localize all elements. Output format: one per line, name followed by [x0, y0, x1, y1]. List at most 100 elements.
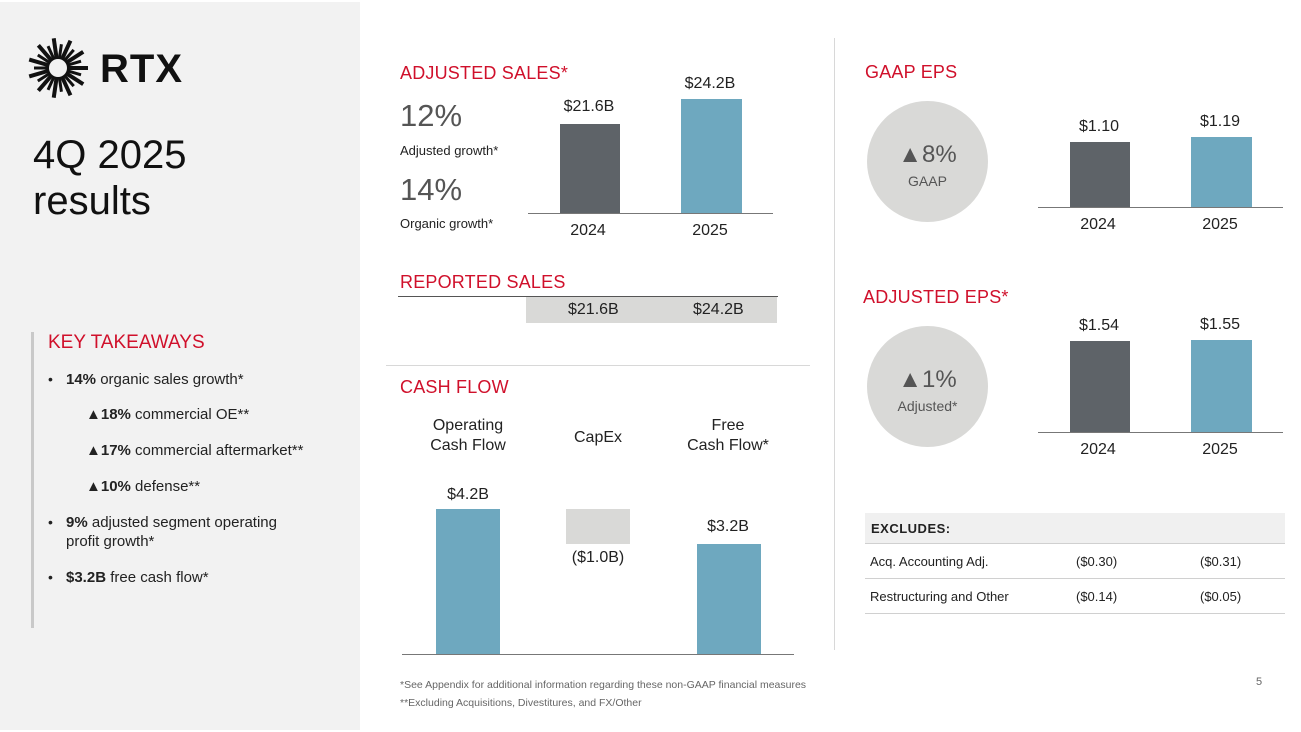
takeaway-text: adjusted segment operating: [87, 514, 277, 531]
sunburst-ray: [46, 74, 57, 91]
sunburst-ray: [51, 75, 59, 98]
gaap-eps-heading: GAAP EPS: [865, 62, 958, 82]
sunburst-ray: [36, 71, 53, 83]
section-divider: [386, 365, 810, 366]
takeaway-text: commercial aftermarket**: [130, 442, 304, 459]
chart-baseline: [402, 654, 794, 655]
adjusted-eps-growth-value: ▲1%: [898, 366, 957, 393]
takeaway-value: ▲10%: [86, 478, 131, 495]
capex-label: CapEx: [573, 429, 623, 446]
takeaway-value: ▲17%: [86, 442, 131, 459]
row-value-2024: ($0.14): [1076, 589, 1118, 604]
excludes-header: EXCLUDES:: [865, 513, 1285, 544]
row-label: Acq. Accounting Adj.: [870, 554, 989, 569]
bullet: •: [48, 514, 53, 530]
row-value-2024: ($0.30): [1076, 554, 1118, 569]
free-cash-flow-label: Free Cash Flow*: [687, 417, 769, 454]
rtx-sunburst-logo-icon: [28, 38, 88, 98]
bar-2024: [1070, 142, 1130, 207]
chart-baseline: [528, 213, 773, 214]
reported-sales-row: $21.6B $24.2B: [526, 297, 777, 323]
sunburst-ray: [62, 73, 75, 88]
adjusted-eps-growth-circle: ▲1% Adjusted*: [867, 326, 988, 447]
sunburst-ray: [63, 70, 85, 86]
table-row: Acq. Accounting Adj. ($0.30) ($0.31): [865, 544, 1285, 579]
page-number: 5: [1256, 676, 1263, 688]
bar-value-label: $4.2B: [447, 486, 489, 503]
sunburst-ray: [57, 75, 63, 92]
takeaway-value: ▲18%: [86, 406, 131, 423]
x-tick-label: 2025: [1202, 441, 1238, 458]
x-tick-label: 2024: [1080, 441, 1116, 458]
reported-sales-heading: REPORTED SALES: [400, 272, 566, 292]
key-takeaways-heading: KEY TAKEAWAYS: [48, 332, 205, 353]
operating-cash-flow-bar: [436, 509, 500, 654]
takeaway-value: 14%: [66, 371, 97, 388]
capex-bar: [566, 509, 630, 544]
chart-baseline: [1038, 432, 1283, 433]
sunburst-ray: [28, 68, 51, 79]
bar-2025: [681, 99, 742, 213]
gaap-eps-growth-circle: ▲8% GAAP: [867, 101, 988, 222]
sunburst-ray: [36, 44, 55, 64]
sunburst-ray: [36, 72, 55, 92]
table-row: Restructuring and Other ($0.14) ($0.05): [865, 579, 1285, 614]
takeaway-text: commercial OE**: [130, 406, 250, 423]
bar-value-label: ($1.0B): [571, 549, 625, 566]
bar-2025: [1191, 340, 1252, 432]
takeaway-text: organic sales growth*: [96, 371, 244, 388]
takeaway-text-line2: profit growth*: [66, 533, 155, 550]
sunburst-ray: [65, 68, 82, 77]
rtx-logo: RTX: [28, 38, 198, 102]
bar-2025: [1191, 137, 1252, 207]
reported-sales-2025: $24.2B: [693, 301, 744, 318]
organic-growth-label: Organic growth*: [400, 216, 494, 231]
x-tick-label: 2025: [692, 222, 728, 239]
chart-baseline: [1038, 207, 1283, 208]
footnote-1: *See Appendix for additional information…: [400, 679, 807, 691]
reported-sales-2024: $21.6B: [568, 301, 619, 318]
bullet: •: [48, 569, 53, 585]
key-takeaways: KEY TAKEAWAYS • 14% organic sales growth…: [31, 332, 331, 628]
excludes-heading: EXCLUDES:: [871, 521, 951, 536]
bar-value-label: $3.2B: [707, 518, 749, 535]
page-title-line1: 4Q 2025: [33, 133, 187, 177]
bar-value-label: $21.6B: [563, 98, 615, 115]
sunburst-ray: [59, 39, 73, 62]
bar-value-label: $24.2B: [684, 75, 736, 92]
gaap-eps-growth-label: GAAP: [908, 173, 947, 189]
adjusted-growth-label: Adjusted growth*: [400, 143, 499, 158]
adjusted-growth-value: 12%: [400, 98, 463, 133]
takeaway-value: 9%: [66, 514, 88, 531]
adjusted-eps-growth-label: Adjusted*: [897, 398, 958, 414]
x-tick-label: 2024: [570, 222, 606, 239]
sunburst-ray: [46, 45, 57, 62]
gaap-eps-growth-value: ▲8%: [898, 141, 957, 168]
operating-cash-flow-label: Operating Cash Flow: [430, 417, 506, 454]
takeaway-text: defense**: [130, 478, 201, 495]
bar-value-label: $1.55: [1199, 316, 1241, 333]
takeaway-text: free cash flow*: [106, 569, 209, 586]
x-tick-label: 2025: [1202, 216, 1238, 233]
sunburst-ray: [36, 53, 53, 65]
row-label: Restructuring and Other: [870, 589, 1009, 604]
organic-growth-value: 14%: [400, 172, 463, 207]
column-divider: [834, 38, 835, 650]
cash-flow-heading: CASH FLOW: [400, 377, 509, 397]
takeaway-value: $3.2B: [66, 569, 107, 586]
page-title-line2: results: [33, 179, 151, 223]
adjusted-eps-heading: ADJUSTED EPS*: [863, 287, 1009, 307]
brand-name: RTX: [100, 47, 183, 91]
bar-value-label: $1.54: [1078, 317, 1120, 334]
sunburst-ray: [65, 59, 82, 68]
footnote-2: **Excluding Acquisitions, Divestitures, …: [400, 697, 642, 709]
reported-sales-rule: [398, 296, 778, 297]
adjusted-sales-heading: ADJUSTED SALES*: [400, 63, 569, 83]
row-value-2025: ($0.05): [1200, 589, 1242, 604]
sunburst-ray: [51, 38, 59, 61]
bar-2024: [1070, 341, 1130, 432]
x-tick-label: 2024: [1080, 216, 1116, 233]
row-value-2025: ($0.31): [1200, 554, 1242, 569]
sunburst-ray: [63, 50, 85, 66]
page-title: 4Q 2025 results: [33, 132, 186, 224]
